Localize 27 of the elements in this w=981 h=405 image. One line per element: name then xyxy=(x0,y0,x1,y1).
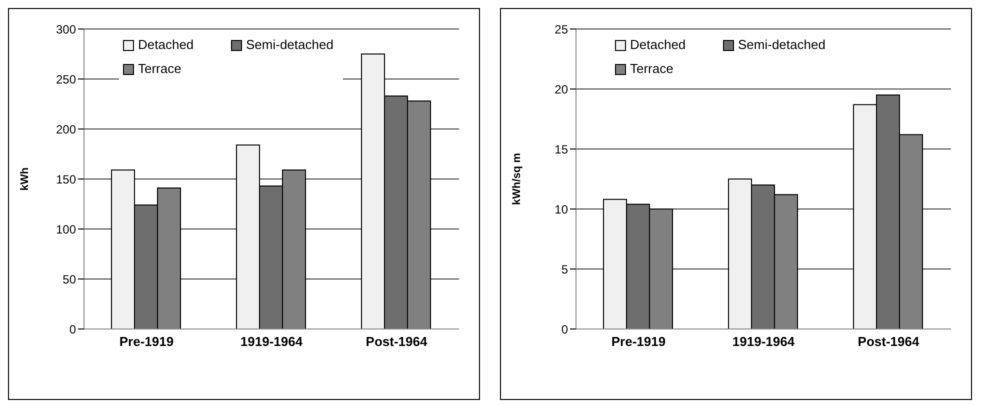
legend-label: Semi-detached xyxy=(738,36,826,54)
x-tick-label: Post-1964 xyxy=(366,334,428,350)
y-tick-label: 5 xyxy=(561,262,568,276)
y-tick-label: 250 xyxy=(56,72,76,86)
legend-label: Terrace xyxy=(630,60,674,78)
legend-label: Semi-detached xyxy=(246,36,334,54)
legend-label: Terrace xyxy=(138,60,182,78)
y-tick-label: 25 xyxy=(554,22,568,36)
y-axis-title: kWh xyxy=(18,167,31,191)
x-tick-label: 1919-1964 xyxy=(732,334,796,350)
legend-label: Detached xyxy=(630,36,686,54)
y-tick-label: 300 xyxy=(56,22,76,36)
y-tick-label: 20 xyxy=(554,82,568,96)
y-tick-label: 150 xyxy=(56,172,76,186)
legend-label: Detached xyxy=(138,36,194,54)
y-axis-title: kWh/sq m xyxy=(510,152,523,205)
x-tick-label: 1919-1964 xyxy=(240,334,304,350)
y-tick-label: 200 xyxy=(56,122,76,136)
y-tick-label: 50 xyxy=(62,272,76,286)
y-tick-label: 15 xyxy=(554,142,568,156)
x-tick-label: Pre-1919 xyxy=(119,334,174,350)
y-tick-label: 0 xyxy=(561,322,568,336)
y-tick-label: 100 xyxy=(56,222,76,236)
x-tick-label: Post-1964 xyxy=(858,334,920,350)
x-tick-label: Pre-1919 xyxy=(611,334,666,350)
y-tick-label: 10 xyxy=(554,202,568,216)
y-tick-label: 0 xyxy=(69,322,76,336)
